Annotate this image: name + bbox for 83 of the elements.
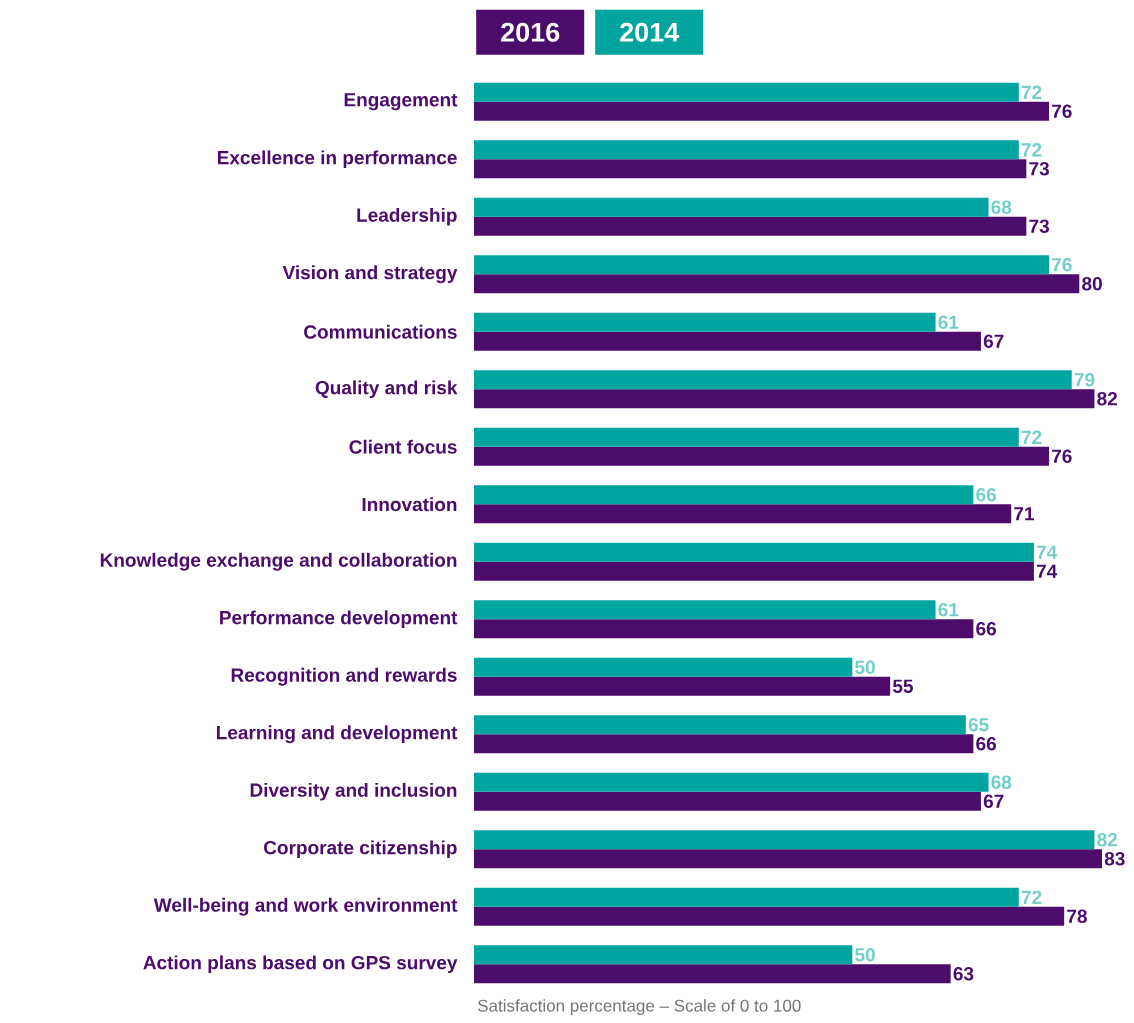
bar xyxy=(474,274,1080,294)
data-label: 73 xyxy=(1029,162,1049,176)
bar xyxy=(474,312,936,332)
y-tick-label: Action plans based on GPS survey xyxy=(143,955,458,974)
data-label: 61 xyxy=(938,315,959,329)
bar xyxy=(474,887,1019,907)
y-tick-label: Excellence in performance xyxy=(217,150,457,169)
bar xyxy=(474,830,1095,850)
data-label: 73 xyxy=(1029,219,1049,233)
bar xyxy=(474,906,1065,926)
data-label: 72 xyxy=(1021,85,1042,99)
data-label: 71 xyxy=(1014,507,1035,521)
y-tick-label: Client focus xyxy=(349,439,457,454)
data-label: 55 xyxy=(892,679,913,693)
data-label: 61 xyxy=(938,603,959,617)
bar xyxy=(474,734,974,754)
y-tick-label: Leadership xyxy=(357,207,457,226)
bar xyxy=(474,964,951,984)
bar xyxy=(474,504,1012,524)
bar xyxy=(474,619,974,639)
bar xyxy=(474,101,1050,121)
bar xyxy=(474,82,1019,102)
data-label: 82 xyxy=(1097,392,1118,406)
data-label: 78 xyxy=(1067,909,1087,923)
data-label: 74 xyxy=(1036,545,1058,559)
bar xyxy=(474,331,981,351)
data-label: 68 xyxy=(991,775,1012,789)
bar xyxy=(474,197,989,217)
data-label: 65 xyxy=(968,718,989,732)
data-label: 67 xyxy=(983,334,1004,348)
series-label: 2014 xyxy=(620,22,680,42)
bar xyxy=(474,945,853,965)
data-label: 76 xyxy=(1052,449,1072,463)
data-label: 72 xyxy=(1021,890,1042,904)
bar xyxy=(474,542,1034,562)
y-tick-label: Communications xyxy=(304,324,457,339)
data-label: 79 xyxy=(1074,373,1095,387)
data-label: 83 xyxy=(1104,852,1125,866)
y-tick-label: Vision and strategy xyxy=(282,265,458,284)
y-tick-label: Knowledge exchange and collaboration xyxy=(100,552,457,571)
data-label: 72 xyxy=(1021,143,1042,157)
data-label: 72 xyxy=(1021,430,1042,444)
data-label: 67 xyxy=(983,794,1004,808)
bar xyxy=(474,485,974,505)
bar xyxy=(474,216,1027,236)
data-label: 50 xyxy=(855,948,875,962)
y-tick-label: Performance development xyxy=(220,610,458,629)
text: 2016 xyxy=(501,22,560,42)
y-tick-label: Diversity and inclusion xyxy=(250,782,457,801)
data-label: 50 xyxy=(855,660,875,674)
y-tick-label: Well-being and work environment xyxy=(153,897,458,916)
y-tick-label: Learning and development xyxy=(216,725,458,744)
bar xyxy=(474,791,981,811)
bar xyxy=(474,370,1072,390)
y-tick-label: Engagement xyxy=(344,93,458,111)
bar xyxy=(474,159,1027,179)
data-label: 68 xyxy=(991,200,1012,214)
bar xyxy=(474,715,966,735)
data-label: 66 xyxy=(976,737,997,751)
bar xyxy=(474,676,891,696)
bar xyxy=(474,600,936,620)
data-label: 80 xyxy=(1082,277,1102,291)
data-label: 76 xyxy=(1052,104,1072,118)
text: Satisfaction percentage – Scale of 0 to 100 xyxy=(477,999,801,1016)
bar xyxy=(474,427,1019,447)
bar xyxy=(474,140,1019,160)
y-tick-label: Corporate citizenship xyxy=(264,840,457,859)
bar xyxy=(474,446,1050,466)
bar xyxy=(474,772,989,792)
data-label: 74 xyxy=(1036,564,1058,578)
bar xyxy=(474,849,1103,869)
bar xyxy=(474,255,1050,275)
data-label: 82 xyxy=(1097,833,1118,847)
y-tick-label: Recognition and rewards xyxy=(231,667,457,686)
data-label: 66 xyxy=(976,488,997,502)
y-tick-label: Innovation xyxy=(362,497,457,512)
data-label: 66 xyxy=(976,622,997,636)
bar xyxy=(474,657,853,677)
data-label: 63 xyxy=(953,967,974,981)
y-tick-label: Quality and risk xyxy=(315,380,458,399)
data-label: 76 xyxy=(1052,258,1072,272)
bar xyxy=(474,561,1034,581)
bar xyxy=(474,389,1095,409)
